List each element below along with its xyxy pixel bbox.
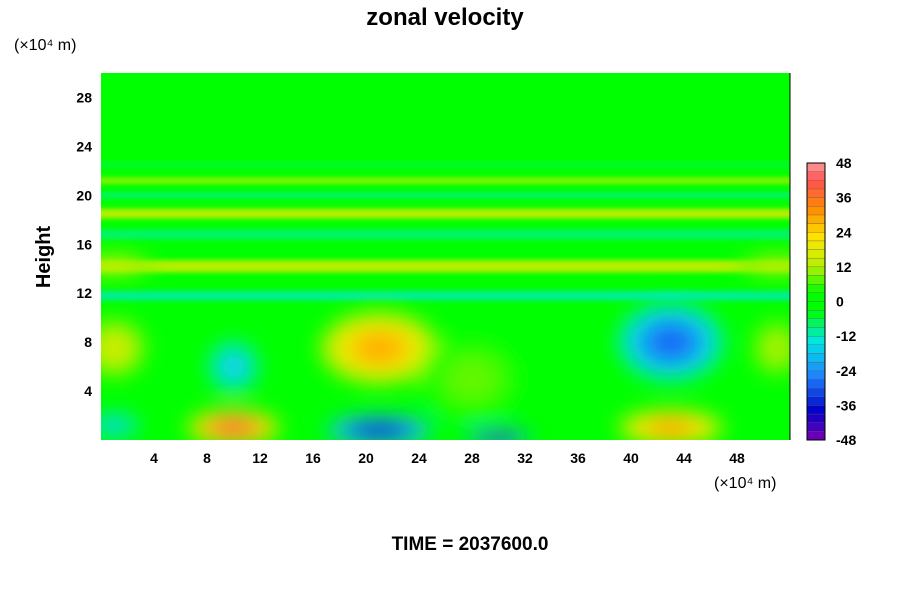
colorbar-segment	[806, 258, 826, 268]
x-tick-label: 36	[570, 450, 586, 466]
colorbar-segment	[806, 266, 826, 276]
colorbar-ticks: 48 36 24 12 0 -12 -24 -36 -48	[836, 155, 856, 448]
y-tick-label: 12	[76, 285, 92, 301]
velocity-feature	[102, 419, 127, 431]
colorbar-segment	[806, 171, 826, 181]
colorbar-segment	[806, 344, 826, 354]
chart-title: zonal velocity	[366, 4, 524, 31]
colorbar-segment	[806, 379, 826, 389]
colorbar-segment	[806, 206, 826, 216]
colorbar-segment	[806, 214, 826, 224]
x-tick-label: 16	[305, 450, 321, 466]
colorbar-segment	[806, 318, 826, 328]
y-axis-label: Height	[33, 226, 55, 289]
velocity-feature	[352, 331, 407, 365]
velocity-feature	[212, 419, 255, 437]
y-tick-label: 20	[76, 187, 92, 203]
x-tick-label: 32	[517, 450, 533, 466]
colorbar-segment	[806, 422, 826, 432]
colorbar-segment	[806, 387, 826, 397]
y-unit-label: (×10⁴ m)	[14, 37, 76, 54]
x-tick-label: 48	[729, 450, 745, 466]
velocity-feature	[448, 359, 496, 399]
velocity-feature	[101, 334, 130, 363]
features-layer	[101, 255, 790, 440]
x-tick-label: 44	[676, 450, 692, 466]
colorbar-tick-label: 0	[836, 294, 844, 310]
velocity-band	[101, 208, 790, 219]
x-ticks: 4 8 12 16 20 24 28 32 36 40 44 48	[150, 450, 745, 466]
x-tick-label: 40	[623, 450, 639, 466]
colorbar-segment	[806, 335, 826, 345]
colorbar-segment	[806, 162, 826, 172]
y-ticks: 4 8 12 16 20 24 28	[76, 89, 92, 399]
colorbar-tick-label: 24	[836, 224, 852, 240]
colorbar-tick-label: -36	[836, 397, 856, 413]
colorbar-border	[806, 162, 826, 441]
colorbar-segment	[806, 370, 826, 380]
colorbar-segment	[806, 223, 826, 233]
velocity-feature	[483, 434, 514, 440]
x-tick-label: 24	[411, 450, 427, 466]
plot-area	[101, 73, 790, 440]
colorbar-segment	[806, 405, 826, 415]
colorbar-segment	[806, 240, 826, 250]
velocity-band	[101, 192, 790, 199]
x-tick-label: 20	[358, 450, 374, 466]
colorbar-tick-label: 48	[836, 155, 852, 171]
colorbar-segment	[806, 180, 826, 190]
x-unit-label: (×10⁴ m)	[714, 475, 776, 492]
velocity-feature	[355, 423, 404, 437]
colorbar-segment	[806, 327, 826, 337]
colorbar-segment	[806, 292, 826, 302]
colorbar-tick-label: -12	[836, 328, 856, 344]
x-tick-label: 4	[150, 450, 158, 466]
x-tick-label: 28	[464, 450, 480, 466]
colorbar-segment	[806, 353, 826, 363]
velocity-feature	[221, 354, 246, 379]
colorbar-tick-label: -48	[836, 432, 856, 448]
colorbar	[806, 162, 826, 441]
colorbar-segment	[806, 413, 826, 423]
velocity-feature	[646, 324, 695, 360]
colorbar-segment	[806, 197, 826, 207]
colorbar-segment	[806, 275, 826, 285]
bands-layer	[101, 161, 790, 301]
colorbar-segment	[806, 396, 826, 406]
time-label: TIME = 2037600.0	[392, 534, 549, 555]
y-tick-label: 4	[84, 383, 92, 399]
y-tick-label: 28	[76, 89, 92, 105]
x-tick-label: 8	[203, 450, 211, 466]
velocity-band	[101, 260, 790, 273]
y-tick-label: 16	[76, 236, 92, 252]
velocity-band	[101, 290, 790, 301]
colorbar-segment	[806, 188, 826, 198]
colorbar-tick-label: 36	[836, 190, 852, 206]
y-tick-label: 8	[84, 334, 92, 350]
colorbar-segment	[806, 232, 826, 242]
velocity-band	[101, 229, 790, 240]
colorbar-segment	[806, 431, 826, 441]
velocity-feature	[646, 419, 695, 437]
velocity-band	[101, 177, 790, 184]
velocity-feature	[101, 260, 133, 270]
colorbar-segment	[806, 310, 826, 319]
velocity-feature	[758, 260, 790, 270]
colorbar-tick-label: -24	[836, 363, 856, 379]
colorbar-segment	[806, 361, 826, 371]
colorbar-segment	[806, 284, 826, 293]
colorbar-segment	[806, 301, 826, 311]
y-tick-label: 24	[76, 138, 92, 154]
x-tick-label: 12	[252, 450, 268, 466]
velocity-band	[101, 161, 790, 168]
colorbar-tick-label: 12	[836, 259, 852, 275]
velocity-feature	[764, 334, 789, 363]
colorbar-segment	[806, 249, 826, 259]
